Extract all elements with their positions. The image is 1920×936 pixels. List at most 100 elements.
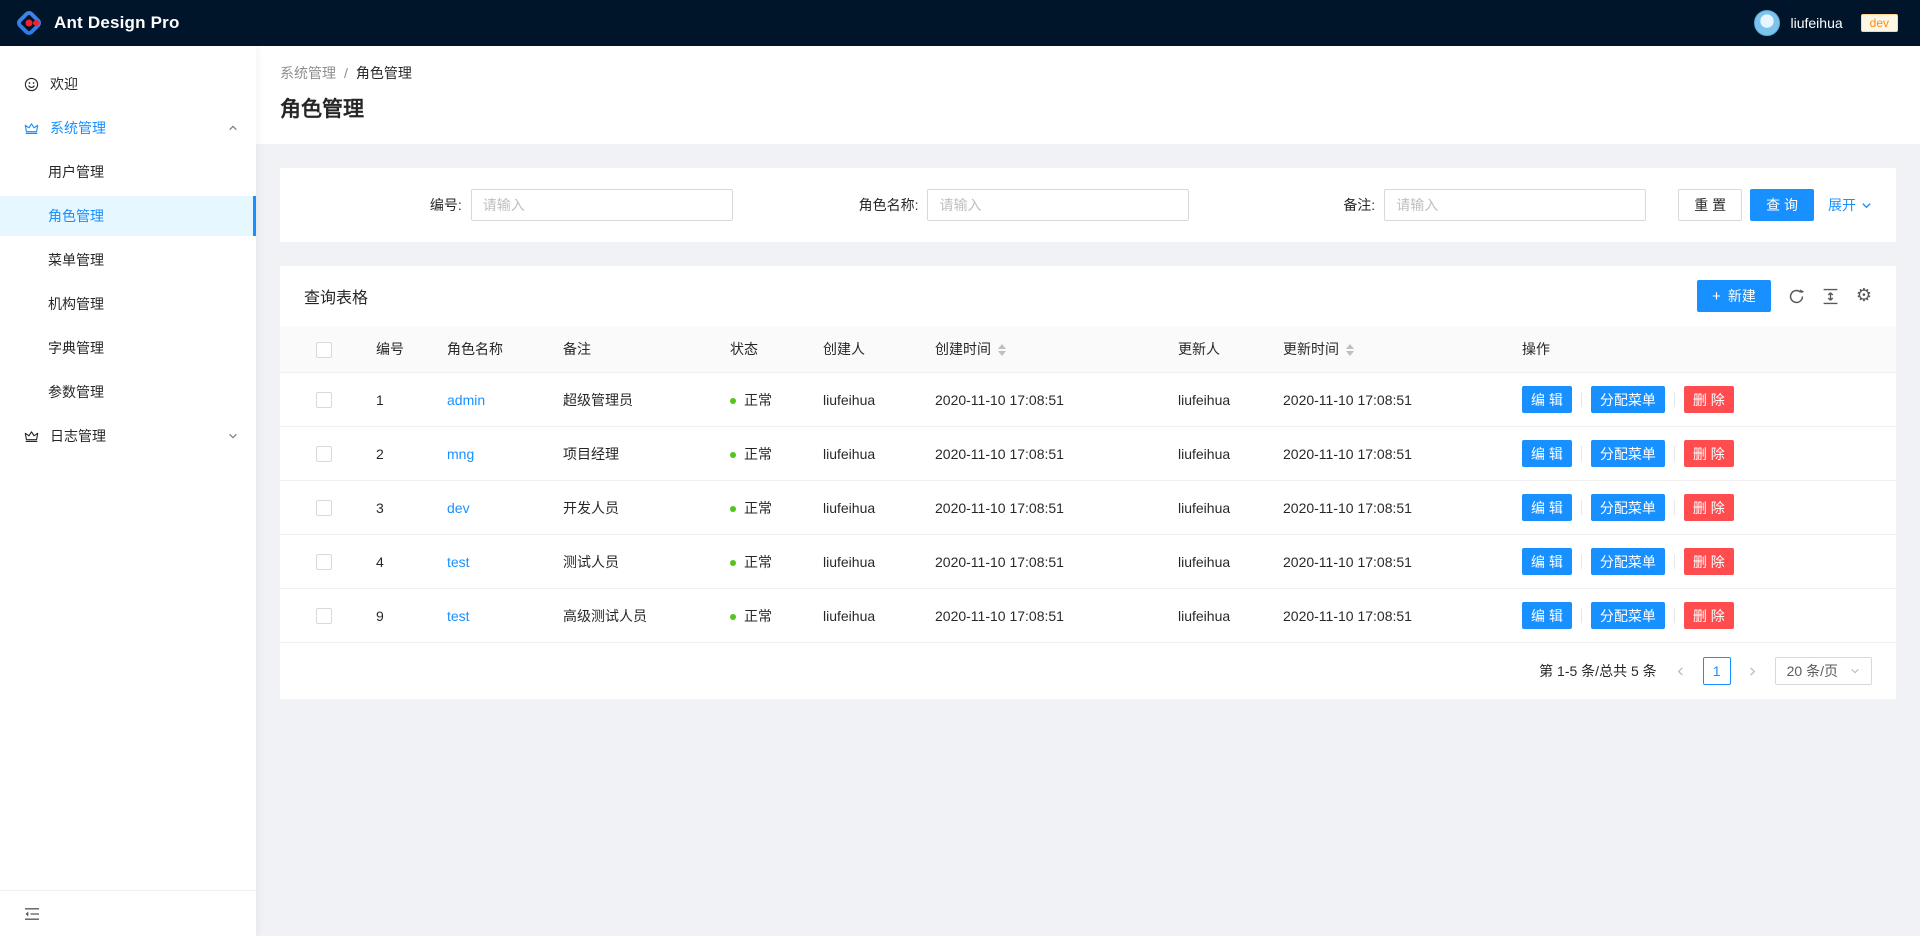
cell-select	[280, 534, 368, 589]
field-role-name-label: 角色名称:	[858, 197, 919, 213]
edit-button[interactable]: 编 辑	[1522, 440, 1572, 467]
sorter-icon[interactable]	[1346, 344, 1354, 357]
cell-updater: liufeihua	[1170, 588, 1275, 643]
delete-button[interactable]: 删 除	[1683, 548, 1734, 575]
cell-creator: liufeihua	[815, 534, 927, 589]
search-form-card: 编号: 角色名称: 备注: 重 置 查 询 展开	[280, 168, 1896, 242]
divider	[1673, 446, 1675, 461]
status-text: 正常	[744, 445, 772, 462]
sidebar-item-log-mgmt[interactable]: 日志管理	[0, 416, 256, 456]
status-dot-icon	[730, 613, 736, 620]
page-header: 系统管理 / 角色管理 角色管理	[256, 46, 1920, 144]
id-input[interactable]	[470, 189, 733, 221]
sidebar-item-param-mgmt[interactable]: 参数管理	[0, 372, 256, 412]
role-name-link[interactable]: test	[447, 553, 470, 570]
cell-role-name: mng	[439, 426, 555, 481]
breadcrumb-item-system[interactable]: 系统管理	[280, 65, 336, 81]
sidebar-item-system[interactable]: 系统管理	[0, 108, 256, 148]
edit-button[interactable]: 编 辑	[1522, 494, 1572, 521]
divider	[1673, 500, 1675, 515]
assign-menu-button[interactable]: 分配菜单	[1590, 602, 1665, 629]
header-cell-update-time[interactable]: 更新时间	[1275, 326, 1514, 373]
divider	[1580, 446, 1582, 461]
new-button[interactable]: + 新建	[1697, 280, 1771, 312]
row-checkbox[interactable]	[316, 554, 332, 571]
cell-actions: 编 辑分配菜单删 除	[1514, 480, 1896, 535]
role-name-link[interactable]: mng	[447, 445, 475, 462]
query-button[interactable]: 查 询	[1750, 189, 1814, 221]
avatar[interactable]	[1754, 10, 1781, 36]
sidebar-item-welcome[interactable]: 欢迎	[0, 64, 256, 104]
header-cell-create-time[interactable]: 创建时间	[927, 326, 1170, 373]
header-label: 更新时间	[1283, 341, 1339, 357]
sidebar-item-user-mgmt[interactable]: 用户管理	[0, 152, 256, 192]
column-height-icon[interactable]	[1822, 288, 1839, 305]
expand-toggle[interactable]: 展开	[1828, 195, 1872, 215]
assign-menu-button[interactable]: 分配菜单	[1590, 548, 1665, 575]
settings-gear-icon[interactable]: ⚙	[1855, 285, 1872, 306]
divider	[1580, 392, 1582, 407]
logo-area[interactable]: Ant Design Pro	[14, 8, 180, 38]
sidebar-item-role-mgmt[interactable]: 角色管理	[0, 196, 256, 236]
user-name[interactable]: liufeihua	[1790, 15, 1843, 31]
sidebar-item-org-mgmt[interactable]: 机构管理	[0, 284, 256, 324]
role-name-input[interactable]	[927, 189, 1190, 221]
env-tag: dev	[1860, 14, 1898, 32]
edit-button[interactable]: 编 辑	[1522, 386, 1572, 413]
role-name-link[interactable]: test	[447, 607, 470, 624]
assign-menu-button[interactable]: 分配菜单	[1590, 440, 1665, 467]
delete-button[interactable]: 删 除	[1683, 440, 1734, 467]
next-page-icon[interactable]	[1741, 657, 1765, 685]
header-cell-role-name: 角色名称	[439, 326, 555, 373]
assign-menu-button[interactable]: 分配菜单	[1590, 494, 1665, 521]
sidebar-item-label: 机构管理	[48, 296, 104, 312]
reload-icon[interactable]	[1788, 288, 1805, 305]
reset-button[interactable]: 重 置	[1678, 189, 1743, 221]
role-name-link[interactable]: dev	[447, 499, 470, 516]
select-all-checkbox[interactable]	[316, 341, 332, 358]
assign-menu-button[interactable]: 分配菜单	[1590, 386, 1665, 413]
row-checkbox[interactable]	[316, 500, 332, 517]
delete-button[interactable]: 删 除	[1683, 602, 1734, 629]
table-row: 3 dev 开发人员 正常 liufeihua 2020-11-10 17:08…	[280, 480, 1896, 535]
edit-button[interactable]: 编 辑	[1522, 548, 1572, 575]
menu-fold-icon[interactable]	[24, 906, 40, 922]
pagination: 第 1-5 条/总共 5 条 1 20 条/页	[280, 643, 1896, 699]
status-text: 正常	[744, 499, 772, 516]
divider	[1580, 608, 1582, 623]
cell-updater: liufeihua	[1170, 426, 1275, 481]
page-number[interactable]: 1	[1702, 657, 1731, 685]
table-row: 9 test 高级测试人员 正常 liufeihua 2020-11-10 17…	[280, 588, 1896, 643]
row-checkbox[interactable]	[316, 392, 332, 409]
status-text: 正常	[744, 391, 772, 408]
header-cell-creator: 创建人	[815, 326, 927, 373]
cell-remark: 高级测试人员	[555, 588, 722, 643]
table-card: 查询表格 + 新建 ⚙	[280, 266, 1896, 699]
table-row: 4 test 测试人员 正常 liufeihua 2020-11-10 17:0…	[280, 534, 1896, 589]
remark-input[interactable]	[1384, 189, 1647, 221]
cell-status: 正常	[722, 372, 815, 427]
plus-icon: +	[1712, 287, 1721, 305]
row-checkbox[interactable]	[316, 608, 332, 625]
cell-create-time: 2020-11-10 17:08:51	[927, 426, 1170, 481]
chevron-down-icon	[228, 431, 238, 441]
divider	[1580, 554, 1582, 569]
new-button-label: 新建	[1727, 288, 1756, 304]
edit-button[interactable]: 编 辑	[1522, 602, 1572, 629]
role-name-link[interactable]: admin	[447, 391, 486, 408]
prev-page-icon[interactable]	[1669, 657, 1693, 685]
divider	[1673, 554, 1675, 569]
cell-role-name: admin	[439, 372, 555, 427]
delete-button[interactable]: 删 除	[1683, 494, 1734, 521]
header-cell-id: 编号	[368, 326, 439, 373]
sidebar-item-dict-mgmt[interactable]: 字典管理	[0, 328, 256, 368]
pagination-total: 第 1-5 条/总共 5 条	[1539, 663, 1657, 679]
delete-button[interactable]: 删 除	[1683, 386, 1734, 413]
page-size-select[interactable]: 20 条/页	[1774, 657, 1872, 685]
sorter-icon[interactable]	[998, 344, 1006, 357]
divider	[1673, 392, 1675, 407]
cell-role-name: test	[439, 534, 555, 589]
row-checkbox[interactable]	[316, 446, 332, 463]
cell-select	[280, 372, 368, 427]
sidebar-item-menu-mgmt[interactable]: 菜单管理	[0, 240, 256, 280]
